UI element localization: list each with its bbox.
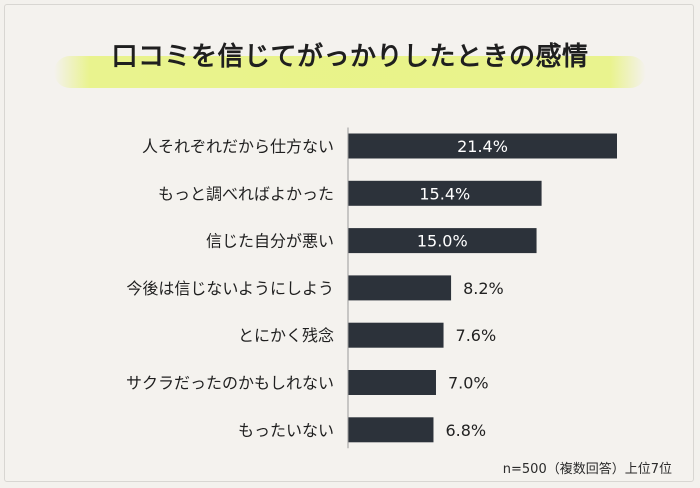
title-highlight — [54, 56, 646, 88]
bar — [348, 275, 452, 301]
category-label: とにかく残念 — [238, 326, 334, 345]
bar — [348, 370, 436, 395]
chart-title: 口コミを信じてがっかりしたときの感情 — [111, 42, 589, 72]
value-label: 15.0% — [417, 232, 468, 251]
bar — [348, 180, 542, 206]
category-label: 人それぞれだから仕方ない — [142, 137, 334, 156]
category-label: もったいない — [238, 421, 334, 440]
category-label: サクラだったのかもしれない — [126, 374, 334, 393]
category-label: もっと調べればよかった — [158, 184, 334, 203]
value-label: 7.0% — [448, 374, 489, 393]
value-label: 6.8% — [445, 421, 486, 440]
sample-note: n=500（複数回答）上位7位 — [502, 462, 672, 477]
bar — [348, 133, 617, 159]
bar — [348, 322, 444, 348]
bar — [348, 228, 537, 254]
title-area: 口コミを信じてがっかりしたときの感情 — [54, 26, 646, 92]
value-label: 7.6% — [456, 326, 497, 345]
bar — [348, 417, 434, 443]
value-label: 15.4% — [419, 184, 470, 203]
category-label: 今後は信じないようにしよう — [126, 279, 334, 298]
category-label: 信じた自分が悪い — [206, 232, 334, 251]
value-label: 8.2% — [463, 279, 504, 298]
value-label: 21.4% — [457, 137, 508, 156]
